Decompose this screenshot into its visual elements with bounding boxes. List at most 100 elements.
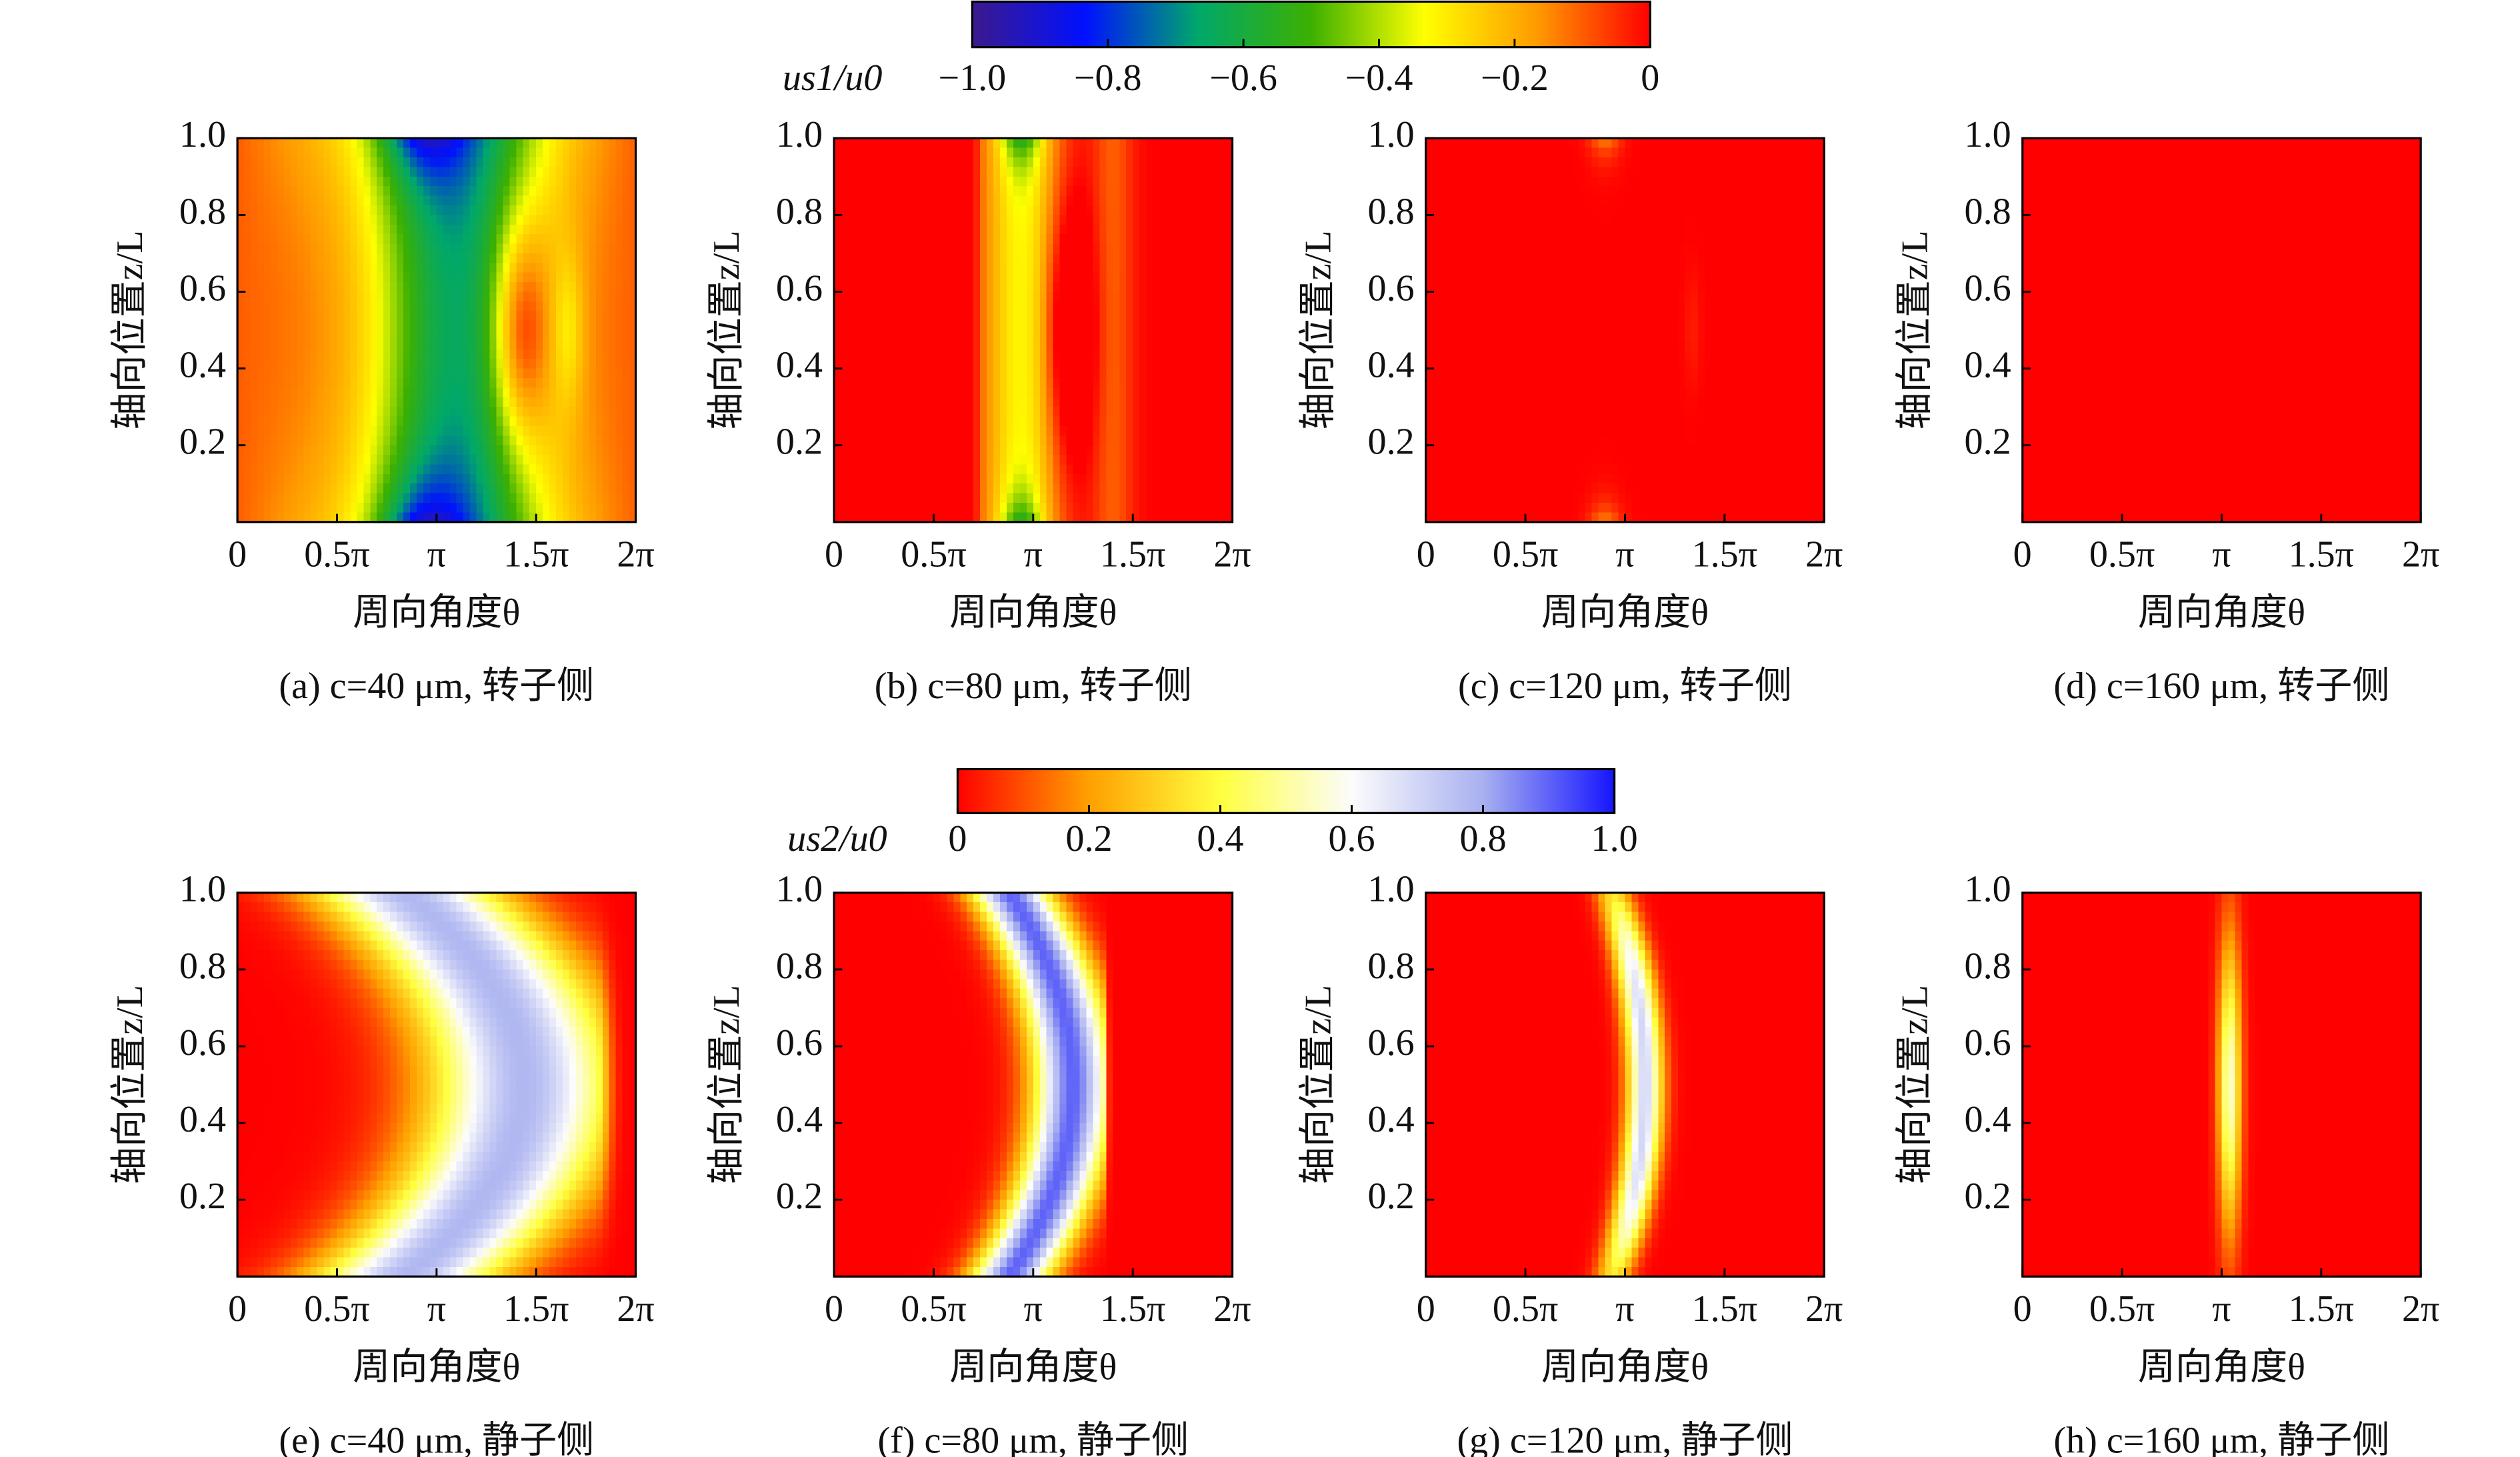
- field-cell: [1113, 215, 1121, 226]
- field-cell: [920, 243, 928, 255]
- field-cell: [927, 416, 935, 427]
- field-cell: [423, 368, 431, 379]
- field-cell: [549, 455, 557, 465]
- field-cell: [429, 512, 438, 523]
- field-cell: [1179, 301, 1187, 312]
- field-cell: [549, 425, 557, 437]
- field-cell: [967, 416, 975, 427]
- field-cell: [927, 311, 935, 322]
- field-cell: [449, 186, 458, 197]
- field-cell: [377, 397, 385, 408]
- field-cell: [377, 243, 385, 255]
- field-cell: [1205, 195, 1214, 207]
- field-cell: [1199, 186, 1207, 197]
- field-cell: [556, 445, 564, 456]
- field-cell: [556, 282, 564, 293]
- field-cell: [543, 224, 551, 235]
- field-cell: [244, 330, 252, 341]
- field-cell: [503, 455, 511, 465]
- field-cell: [575, 234, 584, 245]
- field-cell: [343, 195, 351, 207]
- field-cell: [1199, 493, 1207, 504]
- field-cell: [370, 224, 378, 235]
- field-cell: [873, 349, 882, 360]
- field-cell: [377, 282, 385, 293]
- field-cell: [569, 272, 577, 283]
- field-cell: [847, 435, 855, 447]
- field-cell: [980, 176, 988, 187]
- field-cell: [1006, 291, 1015, 303]
- field-cell: [1019, 435, 1028, 447]
- field-cell: [237, 320, 245, 331]
- field-cell: [290, 330, 299, 341]
- field-cell: [244, 435, 252, 447]
- field-cell: [1086, 493, 1094, 504]
- field-cell: [283, 445, 292, 456]
- field-cell: [1059, 195, 1068, 207]
- field-cell: [920, 425, 928, 437]
- field-cell: [867, 186, 875, 197]
- field-cell: [880, 263, 889, 274]
- field-cell: [310, 311, 319, 322]
- field-cell: [907, 138, 915, 149]
- field-cell: [363, 397, 371, 408]
- field-cell: [1439, 186, 1447, 197]
- field-cell: [847, 407, 855, 417]
- field-cell: [337, 416, 345, 427]
- field-cell: [1212, 176, 1221, 187]
- field-cell: [967, 186, 975, 197]
- field-cell: [1133, 349, 1141, 360]
- field-cell: [257, 167, 265, 178]
- field-cell: [443, 416, 451, 427]
- field-cell: [370, 253, 378, 264]
- field-cell: [1146, 339, 1154, 351]
- field-cell: [303, 320, 312, 331]
- field-cell: [1205, 147, 1214, 159]
- field-cell: [563, 349, 571, 360]
- field-cell: [469, 320, 478, 331]
- field-cell: [575, 407, 584, 417]
- field-cell: [323, 473, 331, 485]
- field-cell: [489, 503, 497, 513]
- field-cell: [1059, 359, 1068, 370]
- field-cell: [993, 493, 1001, 504]
- field-cell: [1066, 483, 1075, 495]
- field-cell: [463, 282, 471, 293]
- field-cell: [1033, 464, 1041, 475]
- field-cell: [1099, 416, 1107, 427]
- field-cell: [1119, 282, 1127, 293]
- field-cell: [629, 138, 637, 149]
- field-cell: [987, 483, 995, 495]
- field-cell: [1106, 368, 1114, 379]
- field-cell: [270, 503, 279, 513]
- field-cell: [841, 291, 849, 303]
- field-cell: [390, 253, 398, 264]
- field-cell: [1219, 377, 1227, 389]
- field-cell: [1073, 167, 1081, 178]
- field-cell: [456, 263, 465, 274]
- field-cell: [1006, 253, 1015, 264]
- field-cell: [277, 435, 285, 447]
- field-cell: [1439, 205, 1447, 216]
- field-cell: [383, 234, 391, 245]
- field-cell: [1192, 330, 1201, 341]
- field-cell: [251, 282, 259, 293]
- field-cell: [263, 195, 272, 207]
- field-cell: [920, 215, 928, 226]
- field-cell: [1432, 311, 1441, 322]
- field-cell: [1066, 473, 1075, 485]
- field-cell: [1439, 330, 1447, 341]
- field-cell: [483, 349, 491, 360]
- field-cell: [357, 368, 365, 379]
- field-cell: [1113, 167, 1121, 178]
- field-cell: [443, 493, 451, 504]
- field-cell: [483, 397, 491, 408]
- field-cell: [283, 473, 292, 485]
- field-cell: [390, 147, 398, 159]
- field-cell: [297, 272, 305, 283]
- field-cell: [1212, 243, 1221, 255]
- field-cell: [1146, 407, 1154, 417]
- field-cell: [556, 416, 564, 427]
- field-cell: [397, 377, 405, 389]
- field-cell: [940, 503, 948, 513]
